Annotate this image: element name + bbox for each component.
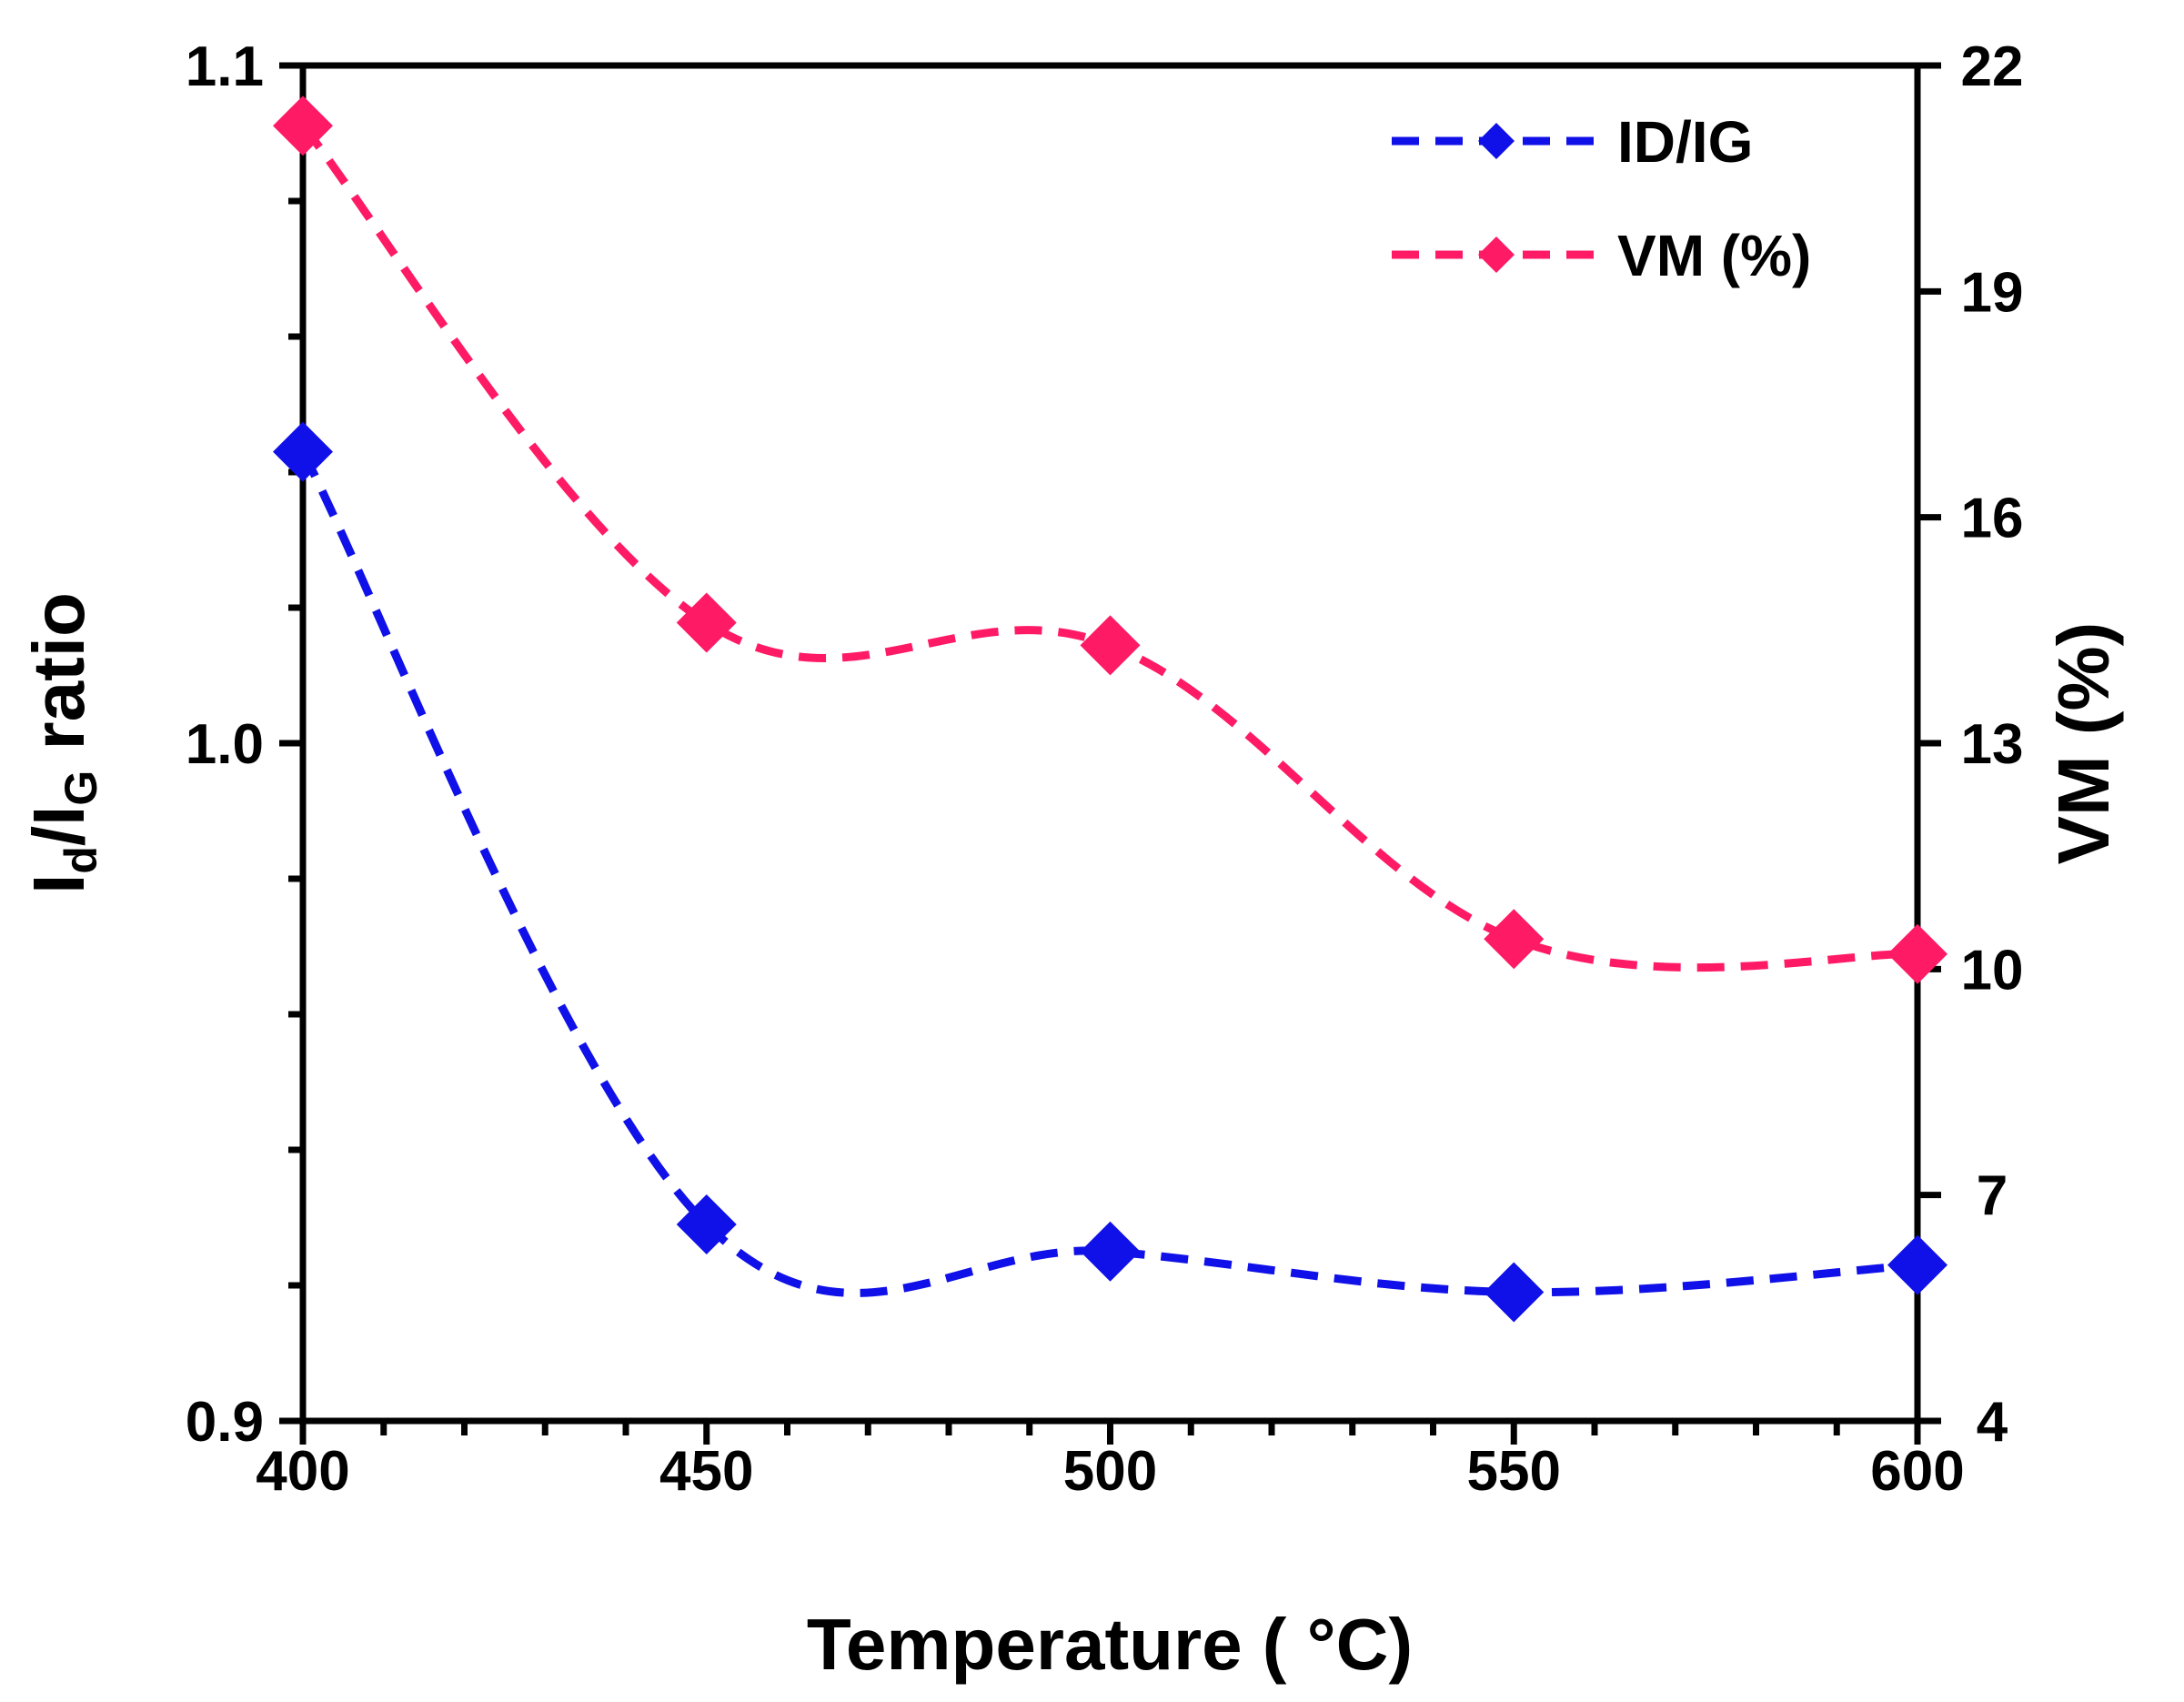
series-line-vm [299,123,1918,972]
data-point-vm [676,592,737,653]
left-y-axis-title: Id/IG ratio [18,592,106,894]
right-y-tick-label: 16 [1961,488,2024,550]
data-point-idig [676,1193,737,1254]
data-point-idig [273,421,333,482]
right-y-tick-label: 7 [1977,1165,2008,1228]
data-point-vm [1484,909,1545,970]
right-y-tick-label: 10 [1961,939,2024,1002]
data-point-idig [1887,1234,1947,1295]
x-tick-label: 400 [256,1440,349,1503]
data-point-idig [1484,1262,1545,1323]
left-y-tick-label: 1.1 [186,35,264,98]
legend-label-idig: ID/IG [1617,109,1753,175]
legend: ID/IG VM (%) [1392,109,1811,288]
x-tick-label: 450 [659,1440,753,1503]
right-y-axis-title: VM (%) [2043,622,2124,865]
x-tick-label: 600 [1870,1440,1964,1503]
right-y-tick-label: 19 [1961,261,2024,324]
right-y-tick-label: 13 [1961,713,2024,776]
x-tick-label: 550 [1467,1440,1561,1503]
data-point-vm [1887,923,1947,984]
series-line-idig [299,449,1918,1297]
axis-ticks [279,62,1941,1445]
legend-label-vm: VM (%) [1617,223,1811,288]
right-y-tick-label: 4 [1977,1391,2008,1454]
series-layer [273,96,1947,1323]
legend-marker-idig [1478,123,1515,159]
data-point-idig [1080,1221,1141,1282]
left-y-tick-labels: 0.9 1.0 1.1 [186,35,264,1454]
right-y-tick-labels: 4 7 10 13 16 19 22 [1961,35,2024,1454]
x-tick-labels: 400 450 500 550 600 [256,1440,1964,1503]
legend-marker-vm [1478,237,1515,273]
right-y-tick-label: 22 [1961,35,2024,98]
x-tick-label: 500 [1063,1440,1157,1503]
x-axis-title: Temperature ( °C) [807,1604,1413,1685]
left-y-tick-label: 0.9 [186,1391,264,1454]
data-point-vm [1080,615,1141,676]
data-point-vm [273,96,333,156]
left-y-tick-label: 1.0 [186,713,264,776]
